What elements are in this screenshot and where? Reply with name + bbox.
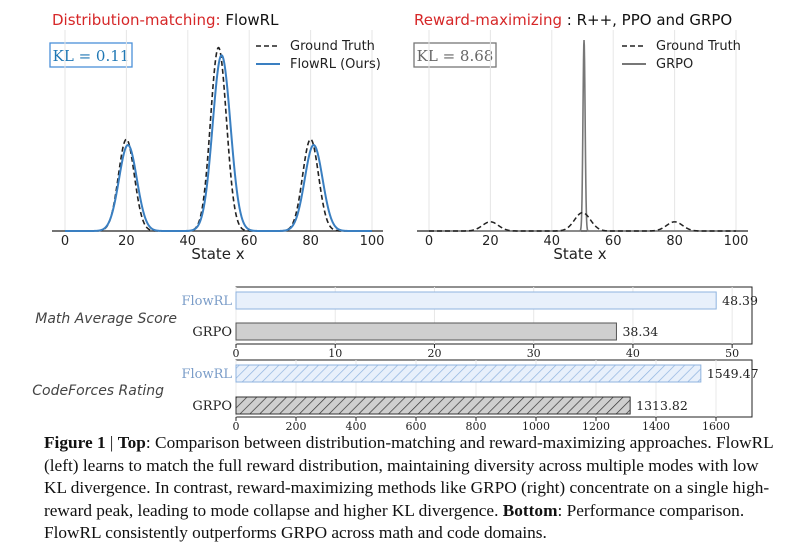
tick-label-right-60: 60 <box>605 234 622 249</box>
math-bar-chart: Math Average Score 48.39 38.34 FlowRL GR… <box>35 286 758 360</box>
math-value-flowrl: 48.39 <box>722 293 758 308</box>
codeforces-tick-label-1600: 1600 <box>702 420 730 430</box>
caption-figure-label: Figure 1 <box>44 433 106 452</box>
codeforces-category-flowrl: FlowRL <box>181 367 232 382</box>
tick-label-right-100: 100 <box>724 234 749 249</box>
tick-label-left-0: 0 <box>61 234 69 249</box>
top-right-panel: Reward-maximizing : R++, PPO and GRPO KL… <box>413 11 749 263</box>
top-right-kl-box <box>413 42 497 68</box>
legend-grpo-label: GRPO <box>656 57 693 72</box>
codeforces-bar-chart: CodeForces Rating 1549.47 1313.82 FlowRL… <box>32 359 759 430</box>
math-x-ticks: 0 10 20 30 40 50 <box>233 344 739 360</box>
math-tick-label-0: 0 <box>233 347 240 360</box>
top-left-title: Distribution-matching: FlowRL <box>52 11 279 29</box>
top-right-kl-label: KL = 8.68 <box>417 47 494 65</box>
legend-ground-truth-label-right: Ground Truth <box>656 39 741 54</box>
caption-bottom-label: Bottom <box>502 500 558 520</box>
codeforces-chart-title: CodeForces Rating <box>32 383 164 399</box>
top-right-title-suffix: : R++, PPO and GRPO <box>567 11 732 29</box>
top-right-title: Reward-maximizing : R++, PPO and GRPO <box>414 11 732 29</box>
top-left-grid <box>64 30 373 231</box>
math-tick-label-10: 10 <box>328 347 342 360</box>
codeforces-tick-label-600: 600 <box>406 420 427 430</box>
math-bar-grpo <box>235 322 617 341</box>
tick-label-left-20: 20 <box>118 234 135 249</box>
top-right-grid <box>428 30 737 231</box>
top-right-title-prefix: Reward-maximizing <box>414 11 562 29</box>
math-tick-label-50: 50 <box>725 347 739 360</box>
top-right-ground-truth-curve <box>429 211 736 232</box>
tick-label-right-20: 20 <box>482 234 499 249</box>
tick-label-right-80: 80 <box>666 234 683 249</box>
codeforces-tick-label-200: 200 <box>286 420 307 430</box>
caption-text-top: : Comparison between distribution-matchi… <box>44 433 774 520</box>
codeforces-tick-label-400: 400 <box>346 420 367 430</box>
tick-label-right-0: 0 <box>425 234 433 249</box>
top-left-xlabel: State x <box>191 245 244 263</box>
codeforces-tick-label-800: 800 <box>466 420 487 430</box>
codeforces-category-grpo: GRPO <box>192 399 232 414</box>
top-left-kl-box <box>49 42 133 68</box>
top-right-grpo-curve <box>429 39 736 232</box>
codeforces-tick-label-1400: 1400 <box>642 420 670 430</box>
top-right-x-ticks: 0 20 40 60 80 100 <box>425 234 749 249</box>
figure-canvas: Distribution-matching: FlowRL KL = 0.11 … <box>32 11 759 430</box>
tick-label-left-60: 60 <box>241 234 258 249</box>
math-chart-title: Math Average Score <box>35 311 177 327</box>
math-tick-label-20: 20 <box>427 347 441 360</box>
codeforces-tick-label-1000: 1000 <box>522 420 550 430</box>
top-right-xlabel: State x <box>553 245 606 263</box>
top-left-panel: Distribution-matching: FlowRL KL = 0.11 … <box>49 11 385 263</box>
top-left-ground-truth-curve <box>65 46 372 232</box>
top-left-title-prefix: Distribution-matching: <box>52 11 221 29</box>
codeforces-x-ticks: 0 200 400 600 800 1000 1200 1400 1600 <box>233 417 730 430</box>
tick-label-left-80: 80 <box>302 234 319 249</box>
tick-label-left-40: 40 <box>180 234 197 249</box>
codeforces-value-grpo: 1313.82 <box>636 398 688 413</box>
top-left-title-suffix: FlowRL <box>225 11 279 29</box>
codeforces-value-flowrl: 1549.47 <box>707 366 759 381</box>
math-category-flowrl: FlowRL <box>181 294 232 309</box>
top-left-legend: Ground Truth FlowRL (Ours) <box>256 39 381 72</box>
codeforces-bar-flowrl <box>235 364 702 383</box>
legend-flowrl-label: FlowRL (Ours) <box>290 57 381 72</box>
top-right-legend: Ground Truth GRPO <box>622 39 741 72</box>
math-category-grpo: GRPO <box>192 325 232 340</box>
codeforces-tick-label-1200: 1200 <box>582 420 610 430</box>
legend-ground-truth-label: Ground Truth <box>290 39 375 54</box>
tick-label-left-100: 100 <box>360 234 385 249</box>
caption-top-label: Top <box>117 433 146 452</box>
math-tick-label-40: 40 <box>626 347 640 360</box>
math-value-grpo: 38.34 <box>622 324 658 339</box>
top-left-kl-label: KL = 0.11 <box>53 47 130 65</box>
math-bar-flowrl <box>235 291 717 310</box>
caption-text-bottom: : Performance comparison. FlowRL consist… <box>44 500 745 543</box>
top-left-flowrl-curve <box>65 54 372 232</box>
tick-label-right-40: 40 <box>544 234 561 249</box>
codeforces-tick-label-0: 0 <box>233 420 240 430</box>
figure-caption: Figure 1 | Top: Comparison between distr… <box>44 432 784 545</box>
caption-separator: | <box>105 433 118 452</box>
codeforces-bar-grpo <box>235 396 631 415</box>
top-left-x-ticks: 0 20 40 60 80 100 <box>61 234 385 249</box>
math-tick-label-30: 30 <box>527 347 541 360</box>
